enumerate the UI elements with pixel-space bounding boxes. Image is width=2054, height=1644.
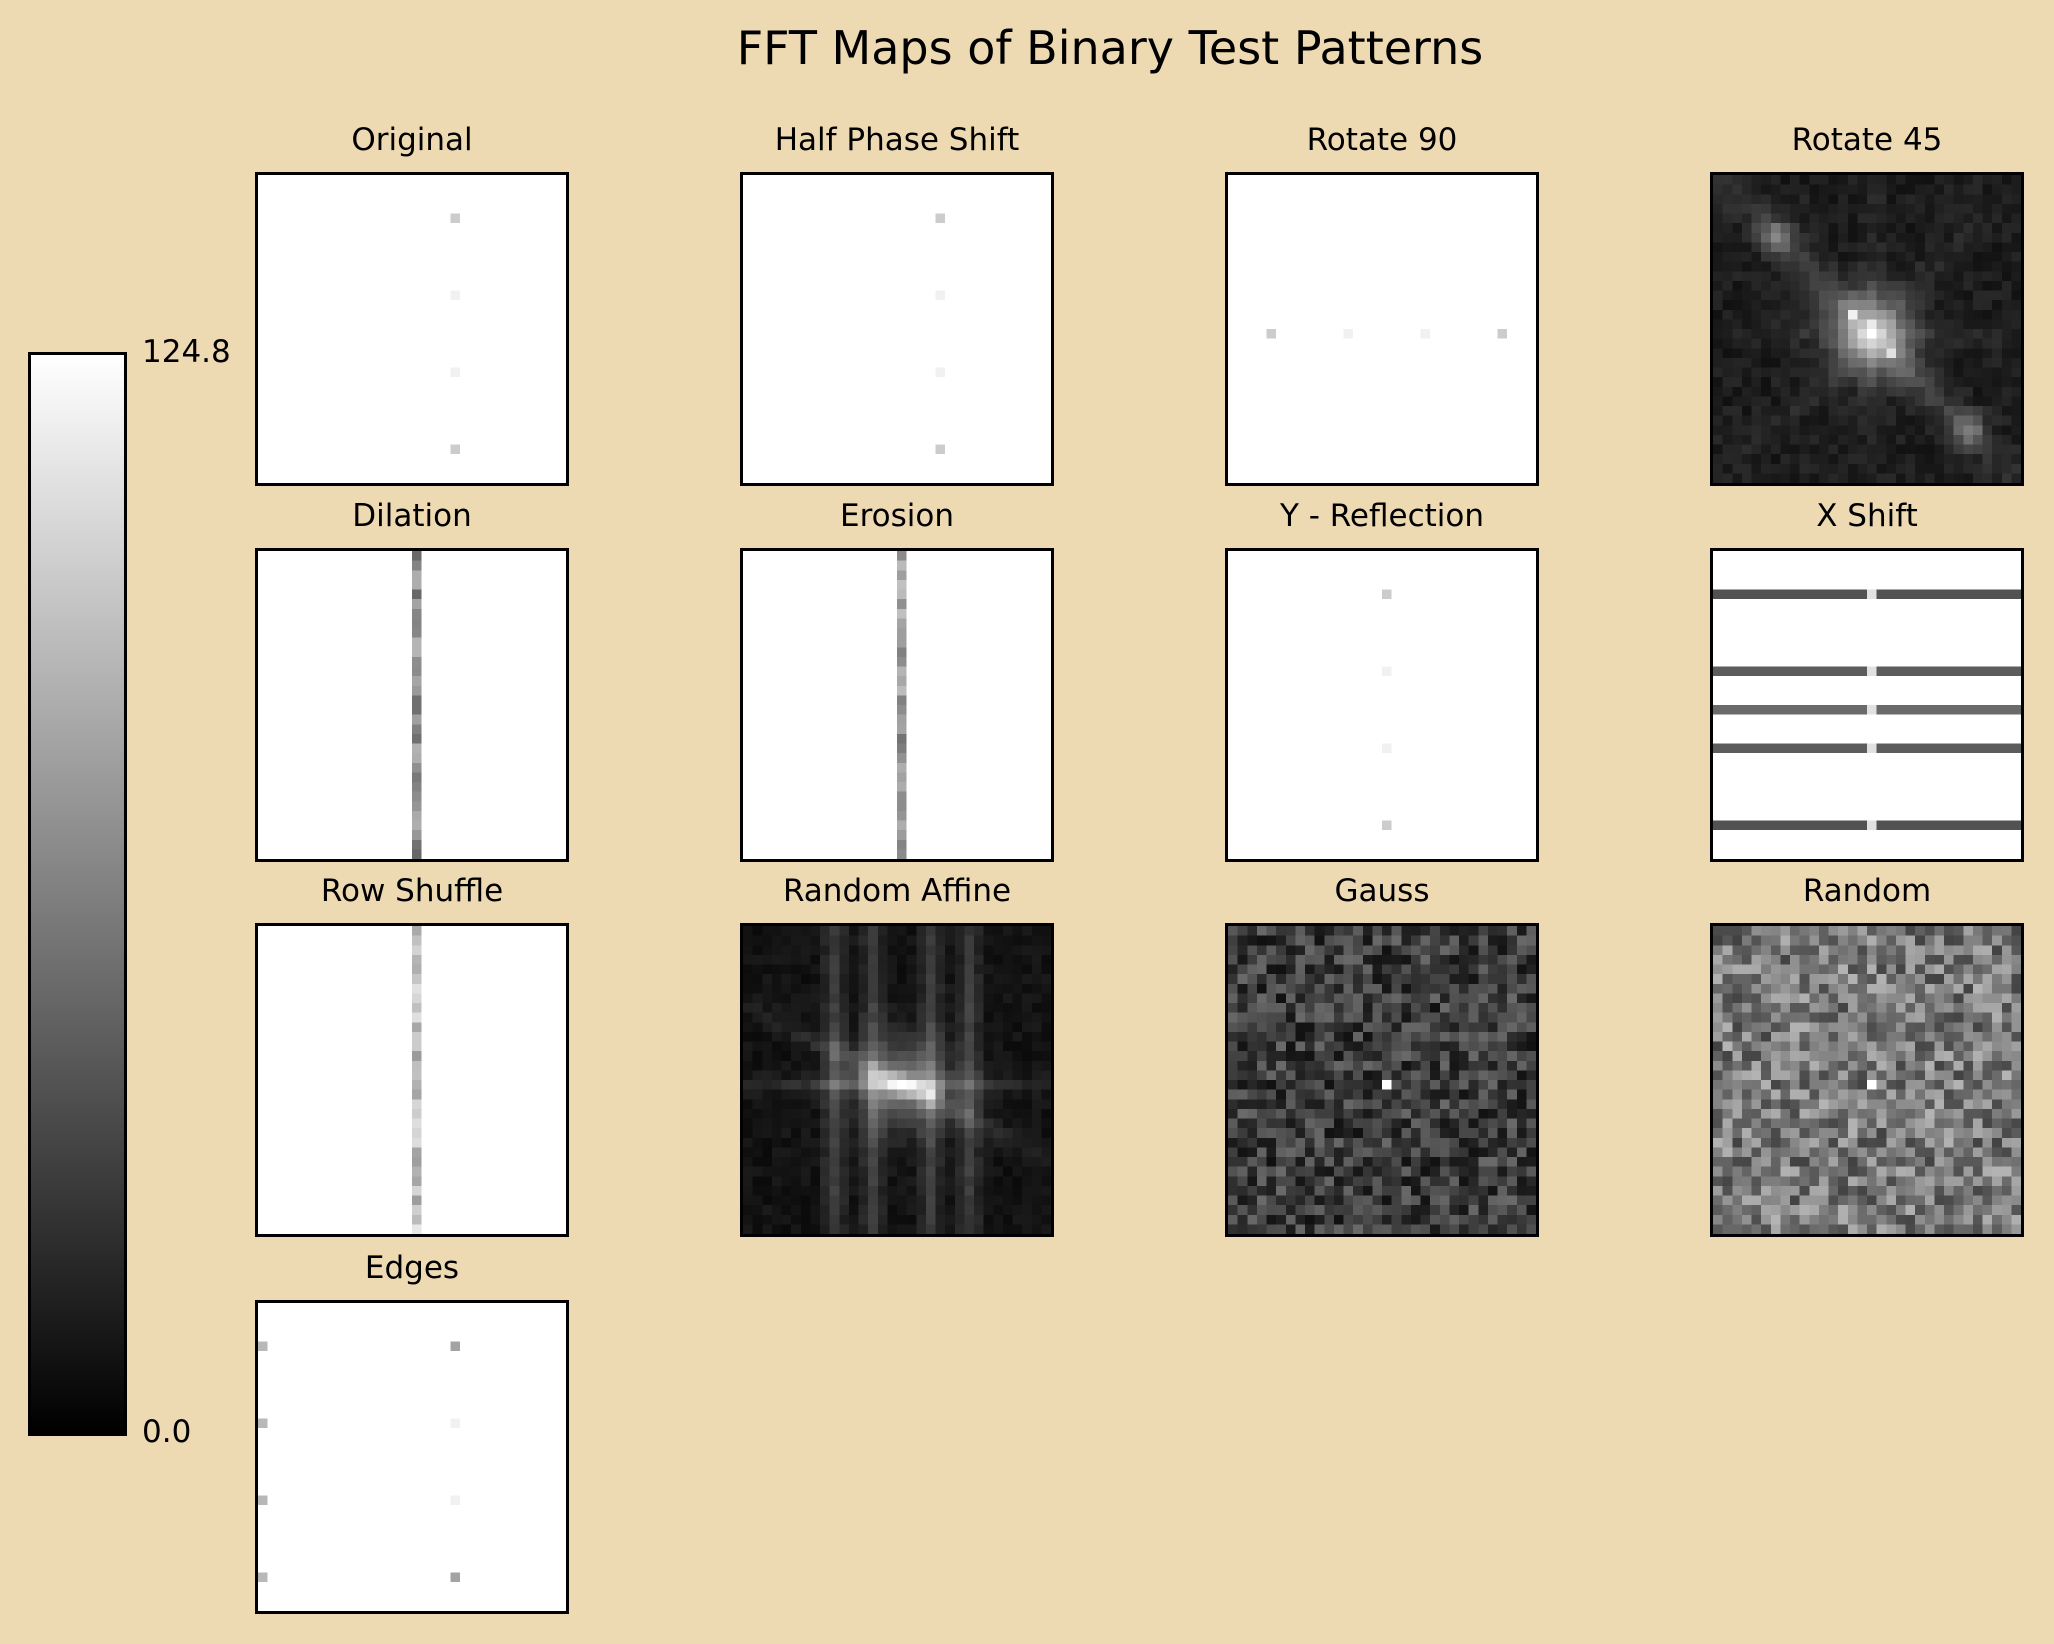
- panel-title-random-affine: Random Affine: [782, 873, 1012, 909]
- heatmap-row-shuffle: [255, 923, 569, 1237]
- heatmap-original: [255, 172, 569, 486]
- heatmap-dilation: [255, 548, 569, 862]
- heatmap-x-shift: [1710, 548, 2024, 862]
- figure-title: FFT Maps of Binary Test Patterns: [736, 21, 1484, 75]
- heatmap-edges: [255, 1300, 569, 1614]
- panel-title-random: Random: [1802, 873, 1932, 909]
- heatmap-y-reflection: [1225, 548, 1539, 862]
- panel-title-row-shuffle: Row Shuffle: [320, 873, 504, 909]
- heatmap-half-phase-shift: [740, 172, 1054, 486]
- heatmap-rotate-90: [1225, 172, 1539, 486]
- heatmap-random: [1710, 923, 2024, 1237]
- panel-title-edges: Edges: [364, 1250, 460, 1286]
- heatmap-random-affine: [740, 923, 1054, 1237]
- colorbar-min-label: 0.0: [142, 1414, 192, 1450]
- panel-title-y-reflection: Y - Reflection: [1279, 498, 1485, 534]
- heatmap-gauss: [1225, 923, 1539, 1237]
- colorbar-max-label: 124.8: [142, 334, 231, 370]
- panel-title-rotate-90: Rotate 90: [1306, 122, 1458, 158]
- panel-title-rotate-45: Rotate 45: [1791, 122, 1943, 158]
- panel-title-original: Original: [351, 122, 473, 158]
- panel-title-gauss: Gauss: [1334, 873, 1430, 909]
- panel-title-dilation: Dilation: [352, 498, 472, 534]
- panel-title-erosion: Erosion: [840, 498, 954, 534]
- heatmap-erosion: [740, 548, 1054, 862]
- heatmap-rotate-45: [1710, 172, 2024, 486]
- panel-title-x-shift: X Shift: [1816, 498, 1918, 534]
- panel-title-half-phase-shift: Half Phase Shift: [774, 122, 1020, 158]
- colorbar: [28, 352, 127, 1436]
